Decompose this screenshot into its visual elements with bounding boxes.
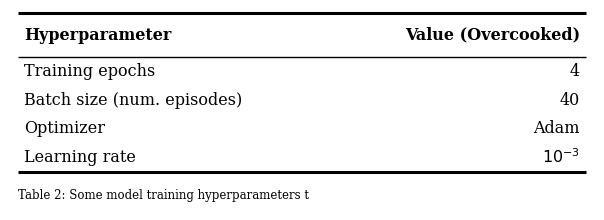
Text: Value (Overcooked): Value (Overcooked) (405, 27, 580, 44)
Text: 40: 40 (559, 92, 580, 109)
Text: Training epochs: Training epochs (24, 63, 155, 80)
Text: Batch size (num. episodes): Batch size (num. episodes) (24, 92, 242, 109)
Text: Learning rate: Learning rate (24, 149, 136, 166)
Text: $10^{-3}$: $10^{-3}$ (542, 148, 580, 167)
Text: Table 2: Some model training hyperparameters t: Table 2: Some model training hyperparame… (18, 189, 309, 202)
Text: Optimizer: Optimizer (24, 120, 105, 137)
Text: 4: 4 (570, 63, 580, 80)
Text: Hyperparameter: Hyperparameter (24, 27, 172, 44)
Text: Adam: Adam (533, 120, 580, 137)
